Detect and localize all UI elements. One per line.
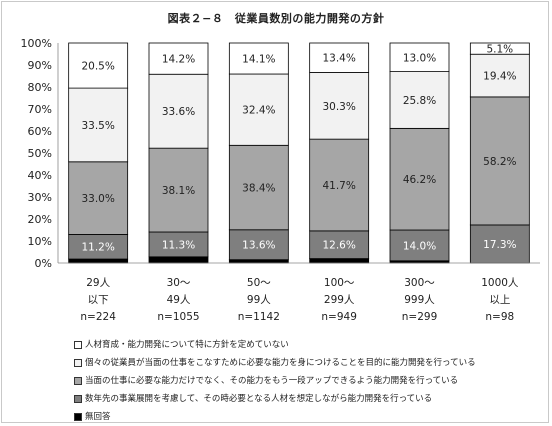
y-tick-label: 0% xyxy=(35,257,52,270)
x-tick-label: 30～ xyxy=(167,277,191,289)
bar-segment xyxy=(148,256,209,264)
bar-segment xyxy=(68,42,129,89)
data-label: 38.4% xyxy=(242,183,275,195)
legend-label: 無回答 xyxy=(85,412,111,422)
legend-swatch xyxy=(74,377,82,385)
bar-segment xyxy=(309,258,370,264)
bar-segment xyxy=(389,71,450,129)
y-tick-label: 90% xyxy=(28,59,52,72)
legend-label: 人材育成・能力開発について特に方針を定めていない xyxy=(85,340,289,350)
data-label: 33.5% xyxy=(81,120,114,132)
data-label: 13.4% xyxy=(322,53,355,65)
x-tick-label: 以上 xyxy=(489,294,510,306)
x-tick-label: 100～ xyxy=(324,277,355,289)
data-label: 20.5% xyxy=(81,61,114,73)
legend-swatch xyxy=(74,413,82,421)
data-label: 25.8% xyxy=(403,95,436,107)
x-tick-label: n=299 xyxy=(402,311,438,323)
data-label: 5.1% xyxy=(486,44,513,56)
x-tick-label: n=949 xyxy=(321,311,357,323)
y-tick-label: 30% xyxy=(28,191,52,204)
legend-label: 個々の従業員が当面の仕事をこなすために必要な能力を身につけることを目的に能力開発… xyxy=(85,358,476,368)
bar-segment xyxy=(228,259,289,264)
y-tick-label: 100% xyxy=(21,37,52,50)
x-tick-label: n=1142 xyxy=(238,311,280,323)
bar-segment xyxy=(469,42,530,55)
y-tick-label: 60% xyxy=(28,125,52,138)
bar-segment xyxy=(68,233,129,260)
bar-segment xyxy=(389,229,450,262)
stacked-bar-chart: 0% 10% 20% 30% 40% 50% 60% 70% 80% 90% 100% 11.2% 33… xyxy=(21,37,540,323)
y-tick-label: 70% xyxy=(28,103,52,116)
bar-segment xyxy=(469,224,530,264)
bar-segment xyxy=(469,53,530,98)
data-label: 30.3% xyxy=(322,101,355,113)
data-label: 14.2% xyxy=(162,54,195,66)
legend-swatch xyxy=(74,359,82,367)
bar-segment xyxy=(309,42,370,73)
legend-label: 当面の仕事に必要な能力だけでなく、その能力をもう一段アップできるよう能力開発を行… xyxy=(85,376,459,386)
bar-segment xyxy=(148,147,209,233)
legend-item: 当面の仕事に必要な能力だけでなく、その能力をもう一段アップできるよう能力開発を行… xyxy=(74,372,476,390)
data-label: 11.2% xyxy=(81,242,114,254)
bar-segment xyxy=(228,229,289,261)
legend-label: 数年先の事業展開を考慮して、その時必要となる人材を想定しながら能力開発を行ってい… xyxy=(85,394,433,404)
x-tick-label: 49人 xyxy=(167,294,191,306)
y-tick-label: 10% xyxy=(28,235,52,248)
data-label: 11.3% xyxy=(162,239,195,251)
legend-item: 人材育成・能力開発について特に方針を定めていない xyxy=(74,336,476,354)
bar-segment xyxy=(389,127,450,231)
bar-segment xyxy=(309,72,370,140)
bar-segment xyxy=(309,138,370,232)
data-label: 32.4% xyxy=(242,105,275,117)
x-tick-label: 29人 xyxy=(86,277,110,289)
data-label: 13.6% xyxy=(242,240,275,252)
data-label: 33.0% xyxy=(81,193,114,205)
bar-segment xyxy=(228,42,289,75)
data-label: 33.6% xyxy=(162,106,195,118)
x-tick-label: 1000人 xyxy=(481,277,519,289)
bar-segment xyxy=(469,96,530,226)
x-tick-label: 299人 xyxy=(324,294,355,306)
data-label: 17.3% xyxy=(483,239,516,251)
bar-segment xyxy=(68,258,129,264)
y-tick-label: 50% xyxy=(28,147,52,160)
x-tick-label: n=224 xyxy=(80,311,116,323)
legend-item: 個々の従業員が当面の仕事をこなすために必要な能力を身につけることを目的に能力開発… xyxy=(74,354,476,372)
bar-segment xyxy=(148,73,209,149)
y-tick-label: 80% xyxy=(28,81,52,94)
data-label: 46.2% xyxy=(403,174,436,186)
data-label: 13.0% xyxy=(403,52,436,64)
y-tick-label: 40% xyxy=(28,169,52,182)
x-tick-label: 以下 xyxy=(88,294,109,306)
legend-item: 無回答 xyxy=(74,408,476,426)
bar-segment xyxy=(228,144,289,231)
bar-segment xyxy=(68,87,129,163)
x-tick-label: 99人 xyxy=(247,294,271,306)
data-label: 41.7% xyxy=(322,180,355,192)
legend-swatch xyxy=(74,395,82,403)
legend-swatch xyxy=(74,341,82,349)
data-label: 58.2% xyxy=(483,156,516,168)
data-label: 19.4% xyxy=(483,71,516,83)
data-label: 38.1% xyxy=(162,185,195,197)
x-tick-label: n=98 xyxy=(485,311,514,323)
bar-segment xyxy=(148,231,209,258)
bar-segment xyxy=(389,42,450,73)
chart-title: 図表２−８ 従業員数別の能力開発の方針 xyxy=(167,12,385,25)
legend: 人材育成・能力開発について特に方針を定めていない個々の従業員が当面の仕事をこなす… xyxy=(74,336,476,426)
x-tick-label: 300～ xyxy=(404,277,435,289)
bar-segment xyxy=(309,230,370,260)
bar-segment xyxy=(228,73,289,146)
x-tick-label: 999人 xyxy=(404,294,435,306)
y-tick-label: 20% xyxy=(28,213,52,226)
bar-segment xyxy=(148,42,209,75)
data-label: 14.0% xyxy=(403,240,436,252)
x-tick-label: 50～ xyxy=(247,277,271,289)
legend-item: 数年先の事業展開を考慮して、その時必要となる人材を想定しながら能力開発を行ってい… xyxy=(74,390,476,408)
data-label: 12.6% xyxy=(322,240,355,252)
data-label: 14.1% xyxy=(242,54,275,66)
x-tick-label: n=1055 xyxy=(157,311,199,323)
